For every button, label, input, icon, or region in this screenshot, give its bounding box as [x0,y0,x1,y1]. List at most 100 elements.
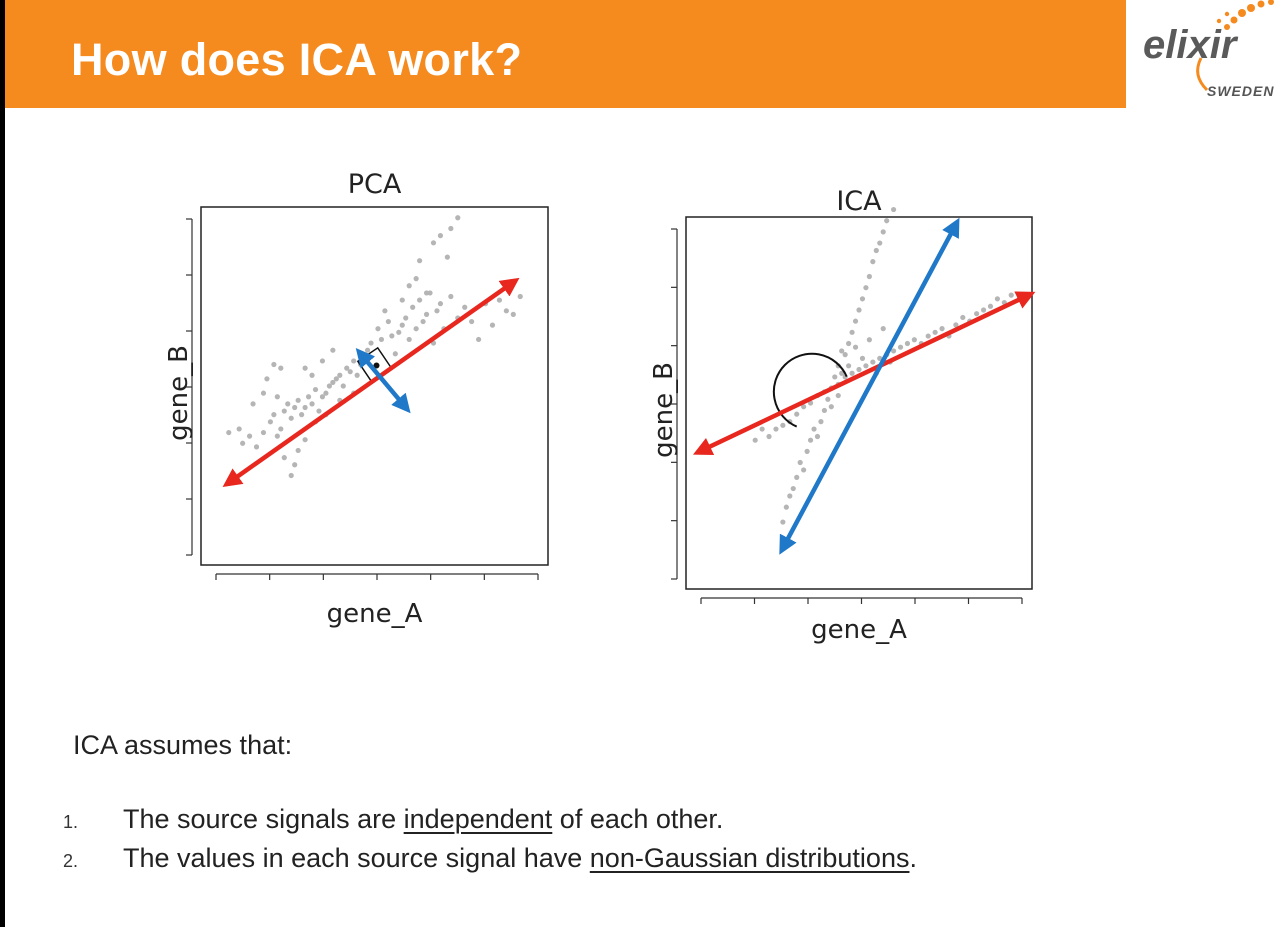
assumption-text: The source signals are [123,804,404,834]
pca-data-point [462,304,468,310]
ica-data-point [870,259,876,265]
ica-data-point [856,366,862,373]
pca-data-point [271,361,277,368]
logo-text: elixir [1143,23,1239,67]
pca-data-point [295,447,301,454]
pca-data-point [437,301,444,307]
pca-data-point [302,437,308,443]
pca-data-point [323,390,329,396]
pca-data-point [455,215,461,221]
pca-data-point [406,336,412,343]
pca-data-point [517,293,523,300]
ica-data-point [904,340,911,347]
pca-data-point [420,318,426,325]
pca-first-component-arrow [222,277,520,488]
ica-data-point [839,348,845,354]
pca-data-point [368,340,374,346]
pca-data-point [448,225,454,232]
ica-data-point [873,247,879,254]
pca-data-point [430,240,437,246]
pca-data-point [305,394,312,400]
ica-data-point [880,229,886,235]
pca-second-component-arrow [355,347,411,414]
ica-data-point [891,206,897,213]
pca-data-point [278,426,284,432]
pca-data-point [264,376,270,382]
pca-data-point [476,336,482,343]
pca-data-point [378,336,385,343]
pca-data-point [448,293,454,300]
ica-data-point [832,374,838,380]
pca-data-point [389,333,395,339]
assumption-1: 1. The source signals are independent of … [63,804,723,835]
ica-data-point [960,314,966,321]
pca-data-point [510,311,516,317]
ica-data-point [759,426,765,432]
ica-data-point [783,504,789,510]
assumption-text-end: of each other. [552,804,724,834]
ica-data-point [849,329,855,335]
pca-data-point [253,444,260,450]
ica-data-point [863,285,869,291]
pca-plot-frame [200,206,549,566]
pca-data-point [316,408,322,414]
logo-subtext: SWEDEN [1207,83,1274,99]
ica-data-point [870,359,876,365]
pca-data-point [403,315,409,321]
pca-data-point [413,326,419,332]
pca-data-point [260,429,267,436]
ica-data-point [807,437,814,443]
ica-first-component-arrow [693,291,1036,456]
ica-data-point [939,326,945,332]
ica-data-point [846,363,852,369]
pca-y-axis-label: gene_B [164,345,194,441]
pca-data-point [278,365,284,371]
pca-data-point [347,369,353,375]
ica-data-point [773,426,779,432]
ica-x-axis-label: gene_A [811,615,907,645]
ica-data-point [859,296,866,302]
ica-data-point [877,240,883,246]
assumption-text-end: . [909,843,917,873]
pca-data-point [288,415,294,421]
ica-data-point [801,467,807,473]
assumption-number: 2. [63,851,79,871]
pca-data-point [392,351,398,357]
pca-data-point [434,308,440,314]
pca-data-point [437,233,444,239]
assumption-emphasis: non-Gaussian distributions [589,843,910,873]
ica-data-point [884,218,890,224]
pca-data-point [246,433,253,439]
ica-data-point [818,419,824,425]
pca-data-point [330,347,336,353]
ica-data-point [766,433,772,440]
pca-data-point [250,401,256,407]
ica-data-point [787,493,793,499]
ica-data-point [866,273,872,280]
pca-data-point [285,401,291,407]
pca-data-point [302,404,308,411]
pca-data-point [337,372,343,378]
pca-data-point [396,329,402,335]
ica-data-point [852,344,859,350]
pca-data-point [267,419,273,425]
logo-dots [1216,0,1274,30]
ica-data-point [828,404,834,410]
ica-y-axis-label: gene_B [649,362,679,458]
ica-second-component-arrow [779,217,960,555]
pca-data-point [399,297,405,303]
pca-data-point [423,311,430,317]
pca-data-point [292,462,298,468]
pca-data-point [309,401,315,407]
ica-data-point [811,426,817,432]
pca-data-point [288,472,294,479]
ica-angle-arc [772,352,848,428]
ica-data-point [897,344,904,350]
pca-data-point [469,318,475,325]
pca-data-point [299,412,305,418]
ica-data-point [814,433,821,440]
assumption-2: 2. The values in each source signal have … [63,843,917,874]
pca-data-point [399,322,405,328]
ica-data-point [852,318,859,324]
pca-data-point [351,358,357,364]
